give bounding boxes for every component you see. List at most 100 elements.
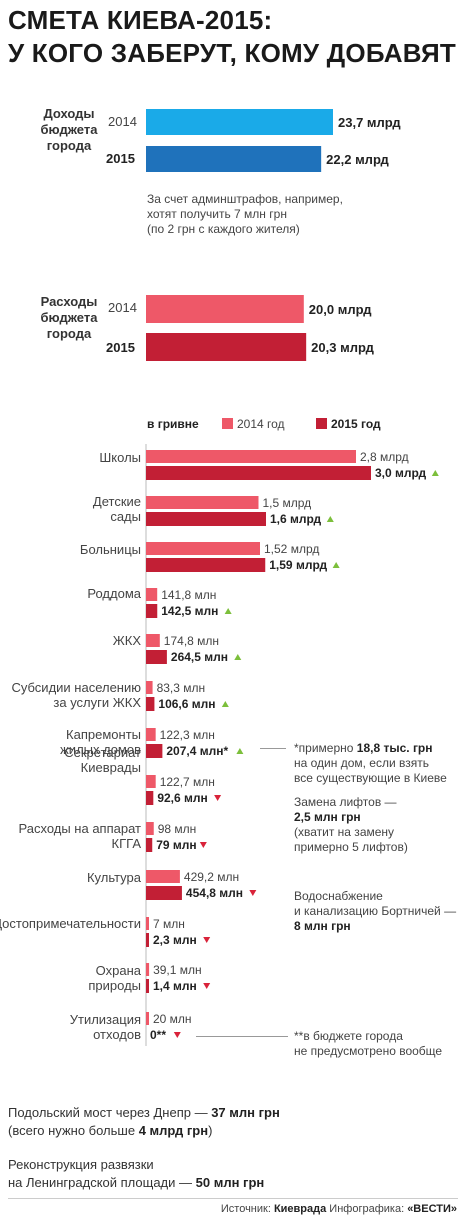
- income-year-2015: 2015: [106, 151, 135, 166]
- trend-down-icon: [249, 890, 257, 896]
- trend-down-icon: [199, 842, 207, 848]
- trend-down-icon: [203, 983, 211, 989]
- trend-up-icon: [326, 516, 334, 522]
- trend-up-icon: [234, 654, 242, 660]
- bar-label-2014: 141,8 млн: [161, 588, 216, 602]
- bar-2014: [146, 542, 260, 555]
- bar-2014: [146, 634, 160, 647]
- bar-2015: [146, 744, 163, 758]
- category-label: Школы: [99, 450, 141, 465]
- bar-label-2015: 1,4 млн: [153, 979, 197, 993]
- bar-2014: [146, 1012, 149, 1025]
- expense-year-2014: 2014: [108, 300, 137, 315]
- category-label: Капремонты жилых домов: [60, 727, 141, 757]
- bar-label-2014: 174,8 млн: [164, 634, 219, 648]
- legend-swatch-2014: [222, 418, 233, 429]
- bar-label-2015: 3,0 млрд: [375, 466, 427, 480]
- bar-label-2015: 142,5 млн: [161, 604, 218, 618]
- bar-2015: [146, 604, 158, 618]
- bottom-note-bridge: Подольский мост через Днепр — 37 млн грн…: [8, 1105, 280, 1138]
- trend-down-icon: [173, 1032, 181, 1038]
- bar-label-2015: 92,6 млн: [157, 791, 207, 805]
- bar-label-2015: 264,5 млн: [171, 650, 228, 664]
- bar-label-2015: 207,4 млн*: [166, 744, 228, 758]
- trend-up-icon: [236, 748, 244, 754]
- trend-up-icon: [431, 470, 439, 476]
- bar-2015: [146, 558, 266, 572]
- bar-label-2014: 2,8 млрд: [360, 450, 409, 464]
- bar-2015: [146, 512, 266, 526]
- category-label: Культура: [86, 870, 141, 885]
- bar-2015: [146, 886, 182, 900]
- bar-label-2014: 1,5 млрд: [263, 496, 312, 510]
- income-note: За счет админштрафов, например, хотят по…: [147, 192, 343, 236]
- source-divider: [8, 1198, 458, 1199]
- bar-label-2015: 79 млн: [156, 838, 196, 852]
- bar-2014: [146, 775, 156, 788]
- note-leader-line: [260, 748, 286, 749]
- trend-up-icon: [224, 608, 232, 614]
- income-bar-label: 22,2 млрд: [326, 152, 389, 167]
- bar-2014: [146, 496, 259, 509]
- income-bar-2015: [146, 146, 322, 172]
- category-label: Детские сады: [92, 494, 141, 524]
- income-bar-label: 23,7 млрд: [338, 115, 401, 130]
- bar-label-2015: 106,6 млн: [158, 697, 215, 711]
- income-label: Доходы бюджета города: [40, 106, 98, 153]
- bar-2014: [146, 681, 153, 694]
- bar-2015: [146, 650, 167, 664]
- note-water-supply: Водоснабжение и канализацию Бортничей — …: [294, 889, 457, 933]
- category-label: Достопримечательности: [0, 916, 141, 931]
- bar-2015: [146, 466, 371, 480]
- legend-label-2014: 2014 год: [237, 417, 285, 431]
- trend-down-icon: [203, 937, 211, 943]
- legend-swatch-2015: [316, 418, 327, 429]
- bar-label-2014: 7 млн: [153, 917, 185, 931]
- category-label: Секретариат Киеврады: [64, 745, 141, 775]
- expense-bar-label: 20,0 млрд: [309, 302, 372, 317]
- bar-2014: [146, 963, 150, 976]
- page-title: СМЕТА КИЕВА-2015: У КОГО ЗАБЕРУТ, КОМУ Д…: [8, 4, 463, 70]
- bar-2014: [146, 588, 158, 601]
- bar-label-2014: 83,3 млн: [157, 681, 206, 695]
- legend-unit: в гривне: [147, 417, 199, 431]
- bar-label-2015: 1,6 млрд: [270, 512, 322, 526]
- note-leader-line-2: [196, 1036, 288, 1037]
- bar-2015: [146, 697, 155, 711]
- bar-2015: [146, 838, 153, 852]
- title-line-1: СМЕТА КИЕВА-2015:: [8, 5, 273, 35]
- bar-label-2015: 0**: [150, 1028, 166, 1042]
- category-label: Расходы на аппарат КГГА: [18, 821, 142, 851]
- bar-label-2015: 454,8 млн: [186, 886, 243, 900]
- bar-label-2014: 429,2 млн: [184, 870, 239, 884]
- income-year-2014: 2014: [108, 114, 137, 129]
- bar-label-2014: 98 млн: [158, 822, 197, 836]
- category-label: Субсидии населению за услуги ЖКХ: [11, 680, 141, 710]
- legend-label-2015: 2015 год: [331, 417, 381, 431]
- bar-label-2014: 39,1 млн: [153, 963, 202, 977]
- expense-year-2015: 2015: [106, 340, 135, 355]
- trend-up-icon: [221, 701, 229, 707]
- expense-bar-2015: [146, 333, 307, 361]
- bar-2014: [146, 822, 154, 835]
- income-bar-2014: [146, 109, 333, 135]
- bar-2015: [146, 933, 149, 947]
- trend-up-icon: [332, 562, 340, 568]
- expense-bar-2014: [146, 295, 304, 323]
- trend-down-icon: [214, 795, 222, 801]
- bar-2014: [146, 728, 156, 741]
- category-label: Роддома: [87, 586, 141, 601]
- bar-label-2015: 2,3 млн: [153, 933, 197, 947]
- bar-label-2015: 1,59 млрд: [269, 558, 327, 572]
- bottom-note-interchange: Реконструкция развязки на Ленинградской …: [8, 1157, 265, 1190]
- expense-bar-label: 20,3 млрд: [311, 340, 374, 355]
- bar-2015: [146, 791, 154, 805]
- note-capital-repairs: *примерно 18,8 тыс. грн на один дом, есл…: [294, 741, 447, 785]
- category-label: Больницы: [79, 542, 141, 557]
- bar-2014: [146, 870, 180, 883]
- bar-label-2014: 20 млн: [153, 1012, 192, 1026]
- bar-label-2014: 1,52 млрд: [264, 542, 319, 556]
- bar-2015: [146, 979, 149, 993]
- expense-label: Расходы бюджета города: [40, 294, 98, 341]
